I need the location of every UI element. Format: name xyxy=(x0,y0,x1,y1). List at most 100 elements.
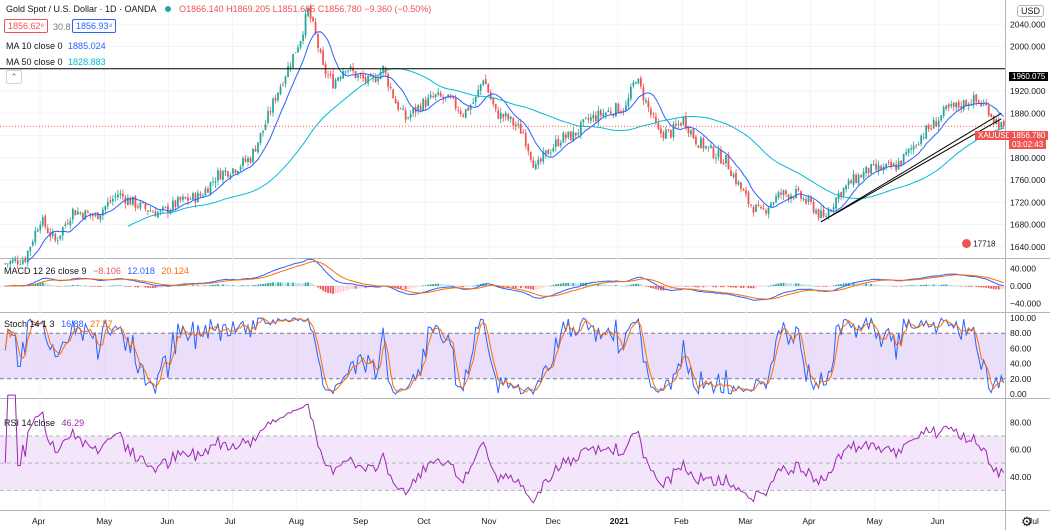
macd-hist-bar xyxy=(587,282,590,286)
candle-body xyxy=(767,208,770,214)
candle-body xyxy=(189,199,192,200)
candle-body xyxy=(279,86,282,95)
candle-body xyxy=(692,129,695,138)
macd-hist-bar xyxy=(94,286,97,287)
candle-body xyxy=(602,113,605,117)
trendline xyxy=(820,112,1002,223)
macd-hist-bar xyxy=(499,286,502,288)
buy-price-box[interactable]: 1856.93⁴ xyxy=(72,19,117,33)
candle-body xyxy=(36,229,39,232)
macd-hist-bar xyxy=(267,282,269,286)
candle-body xyxy=(807,197,810,202)
macd-hist-bar xyxy=(352,286,354,289)
ma50-legend[interactable]: MA 50 close 0 1828.883 xyxy=(6,57,106,67)
candle-body xyxy=(4,263,7,265)
stoch-legend[interactable]: Stoch 14 1 3 16.88 27.57 xyxy=(4,319,113,329)
candle-body xyxy=(499,112,502,119)
candle-body xyxy=(962,100,965,110)
macd-hist-bar xyxy=(742,286,745,288)
candle-body xyxy=(677,123,680,125)
candle-body xyxy=(970,103,973,105)
candle-body xyxy=(847,180,850,185)
macd-hist-bar xyxy=(442,284,445,286)
candle-body xyxy=(129,197,132,205)
candle-body xyxy=(564,134,567,139)
macd-hist-bar xyxy=(71,284,74,286)
candle-body xyxy=(16,260,19,265)
ma10-legend[interactable]: MA 10 close 0 1885.024 xyxy=(6,41,106,51)
symbol-title[interactable]: Gold Spot / U.S. Dollar · 1D · OANDA xyxy=(6,4,157,14)
macd-hist-bar xyxy=(459,286,462,287)
macd-hist-bar xyxy=(725,286,727,287)
candle-body xyxy=(389,86,392,89)
macd-hist-bar xyxy=(234,285,237,287)
candle-body xyxy=(549,152,552,154)
macd-hist-bar xyxy=(529,286,532,290)
candle-body xyxy=(372,76,374,78)
macd-hist-bar xyxy=(177,285,179,287)
event-marker[interactable]: 17718 xyxy=(962,239,995,249)
macd-hist-bar xyxy=(487,283,490,286)
macd-hist-bar xyxy=(687,286,690,287)
macd-hist-bar xyxy=(614,285,617,286)
candle-body xyxy=(867,167,870,174)
candle-body xyxy=(687,127,690,134)
candle-body xyxy=(712,146,715,159)
month-tick-label: Aug xyxy=(289,516,304,526)
candle-body xyxy=(397,101,400,110)
candle-body xyxy=(702,138,705,149)
candle-body xyxy=(9,261,12,264)
macd-hist-bar xyxy=(159,286,162,288)
candle-body xyxy=(604,112,607,115)
macd-hist-bar xyxy=(457,286,460,287)
candle-body xyxy=(577,133,580,135)
candle-body xyxy=(830,210,832,212)
candle-body xyxy=(227,171,229,177)
macd-hist-bar xyxy=(632,284,635,286)
macd-hist-bar xyxy=(349,286,352,290)
macd-hist-bar xyxy=(619,285,622,287)
macd-hist-bar xyxy=(945,284,948,286)
candle-body xyxy=(877,165,880,171)
currency-badge[interactable]: USD xyxy=(1017,5,1045,17)
candle-body xyxy=(267,110,269,124)
macd-hist-bar xyxy=(354,286,357,289)
candle-body xyxy=(682,116,685,125)
macd-hist-bar xyxy=(670,286,672,290)
candle-body xyxy=(299,41,302,48)
macd-hist-bar xyxy=(427,284,430,286)
macd-hist-bar xyxy=(597,283,600,286)
candle-body xyxy=(86,211,89,213)
macd-hist-bar xyxy=(787,283,790,286)
macd-hist-bar xyxy=(106,286,109,287)
settings-gear-icon[interactable]: ⚙ xyxy=(1021,514,1033,529)
macd-legend[interactable]: MACD 12 26 close 9 −8.106 12.018 20.124 xyxy=(4,266,189,276)
candle-body xyxy=(382,65,385,74)
sell-price-box[interactable]: 1856.62⁶ xyxy=(4,19,49,33)
rsi-band xyxy=(0,435,1005,491)
candle-body xyxy=(229,175,232,178)
candle-body xyxy=(594,115,597,122)
macd-hist-bar xyxy=(705,286,707,288)
candle-body xyxy=(467,107,470,111)
candle-body xyxy=(757,205,760,206)
candle-body xyxy=(885,163,888,167)
candle-body xyxy=(880,166,883,171)
symbol-tag: XAUUSD xyxy=(975,131,1015,140)
candle-body xyxy=(710,145,712,148)
candle-body xyxy=(852,174,855,185)
rsi-legend[interactable]: RSI 14 close 46.29 xyxy=(4,418,84,428)
candle-body xyxy=(945,105,948,109)
candle-body xyxy=(249,158,252,163)
macd-hist-bar xyxy=(554,284,557,286)
stoch-tick-label: 100.00 xyxy=(1010,313,1036,323)
macd-hist-bar xyxy=(464,286,467,287)
ma10-value: 1885.024 xyxy=(68,41,106,51)
candle-body xyxy=(707,146,710,148)
macd-hist-bar xyxy=(474,285,477,286)
collapse-legend-icon[interactable]: ⌃ xyxy=(6,70,22,84)
candle-body xyxy=(319,49,322,53)
candle-body xyxy=(539,158,542,162)
macd-hist-bar xyxy=(562,283,565,286)
